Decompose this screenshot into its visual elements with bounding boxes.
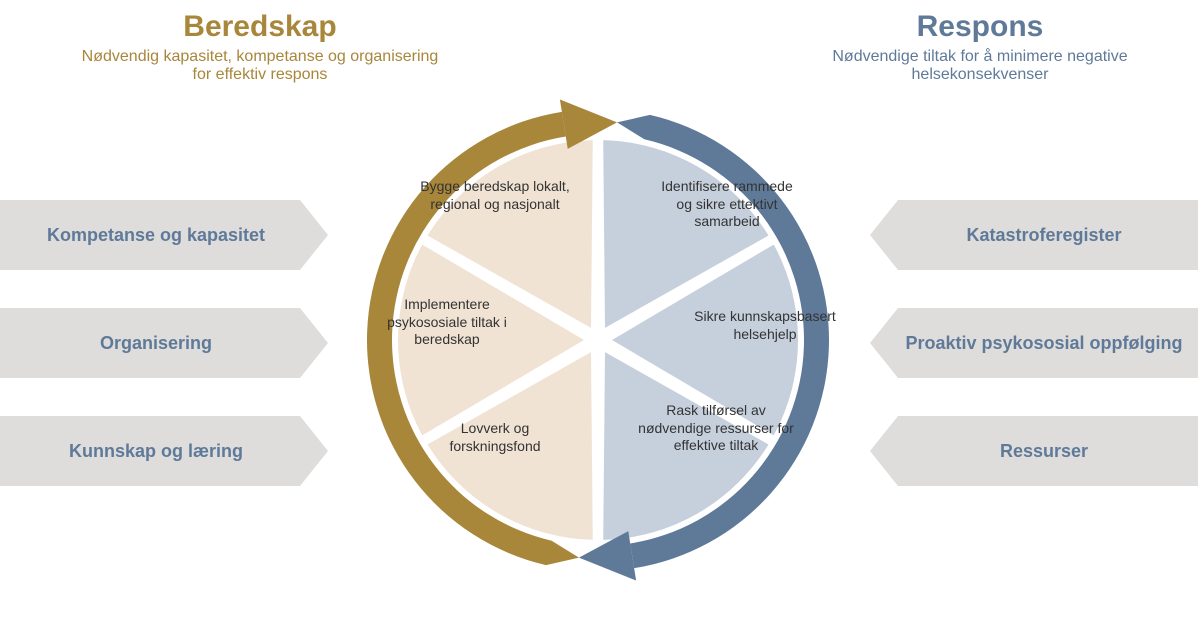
- side-item-label: Kompetanse og kapasitet: [0, 225, 328, 246]
- right-title: Respons: [780, 10, 1180, 44]
- right-heading: Respons Nødvendige tiltak for å minimere…: [780, 10, 1180, 84]
- left-subtitle: Nødvendig kapasitet, kompetanse og organ…: [80, 48, 440, 84]
- left-title: Beredskap: [80, 10, 440, 44]
- right-subtitle: Nødvendige tiltak for å minimere negativ…: [780, 48, 1180, 84]
- side-item-label: Ressurser: [870, 441, 1198, 462]
- left-side-item: Organisering: [0, 308, 328, 378]
- right-side-item: Ressurser: [870, 416, 1198, 486]
- segment-label: Rask tilførsel av nødvendige ressurser f…: [636, 402, 796, 455]
- segment-label: Bygge beredskap lokalt, regional og nasj…: [420, 178, 570, 213]
- left-side-item: Kompetanse og kapasitet: [0, 200, 328, 270]
- side-item-label: Kunnskap og læring: [0, 441, 328, 462]
- right-side-item: Katastroferegister: [870, 200, 1198, 270]
- side-item-label: Katastroferegister: [870, 225, 1198, 246]
- segment-label: Lovverk og forskningsfond: [420, 420, 570, 455]
- right-side-item: Proaktiv psykososial oppfølging: [870, 308, 1198, 378]
- side-item-label: Proaktiv psykososial oppfølging: [870, 333, 1198, 354]
- left-heading: Beredskap Nødvendig kapasitet, kompetans…: [80, 10, 440, 84]
- segment-label: Identifisere rammede og sikre ettektivt …: [652, 178, 802, 231]
- segment-label: Sikre kunnskapsbasert helsehjelp: [690, 308, 840, 343]
- segment-label: Implementere psykososiale tiltak i bered…: [372, 296, 522, 349]
- side-item-label: Organisering: [0, 333, 328, 354]
- left-side-item: Kunnskap og læring: [0, 416, 328, 486]
